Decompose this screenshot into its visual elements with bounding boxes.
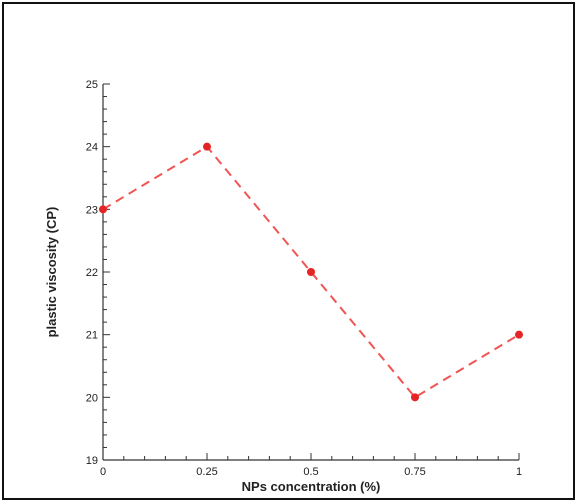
chart-series: [99, 142, 523, 402]
line-chart: 19 20 21 22 23 24 25 0 0.25 0.5 0.75 1 NPs concentr…: [44, 79, 523, 494]
x-tick-label: 0.5: [303, 466, 318, 478]
x-tick-label: 0.25: [196, 466, 217, 478]
y-axis-title: plastic viscosity (CP): [44, 207, 59, 338]
data-point: [99, 205, 107, 214]
figure-frame: 19 20 21 22 23 24 25 0 0.25 0.5 0.75 1 NPs concentr…: [2, 2, 575, 500]
data-point: [515, 330, 523, 339]
x-tick-label: 0.75: [404, 466, 425, 478]
data-point: [411, 393, 419, 402]
series-line: [102, 145, 520, 399]
x-tick-label: 0: [100, 466, 106, 478]
x-axis-title: NPs concentration (%): [242, 479, 381, 494]
y-tick-label: 22: [86, 267, 98, 279]
y-tick-label: 19: [86, 455, 98, 467]
y-tick-label: 25: [86, 79, 98, 91]
chart-ticks: 19 20 21 22 23 24 25 0 0.25 0.5 0.75 1: [86, 79, 522, 478]
data-point: [203, 142, 211, 151]
y-tick-label: 24: [86, 142, 98, 154]
y-tick-label: 20: [86, 392, 98, 404]
data-point: [307, 268, 315, 276]
y-tick-label: 21: [86, 330, 98, 342]
y-tick-label: 23: [86, 204, 98, 216]
x-tick-label: 1: [516, 466, 522, 478]
